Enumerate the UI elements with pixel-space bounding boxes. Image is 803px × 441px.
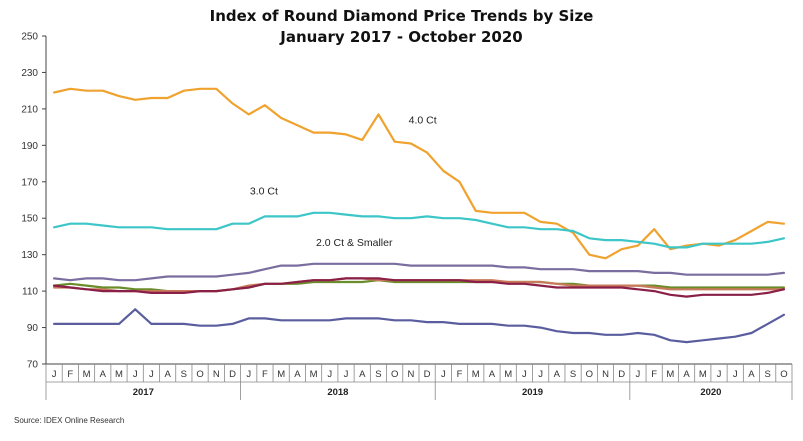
x-tick-label: F xyxy=(457,369,463,380)
year-label: 2020 xyxy=(700,387,721,398)
x-tick-label: J xyxy=(538,369,543,380)
x-tick-label: J xyxy=(52,369,57,380)
x-tick-label: J xyxy=(733,369,738,380)
x-tick-label: M xyxy=(699,369,707,380)
x-tick-label: M xyxy=(277,369,285,380)
x-tick-label: D xyxy=(618,369,625,380)
x-tick-label: M xyxy=(504,369,512,380)
x-tick-label: O xyxy=(391,369,398,380)
x-tick-label: M xyxy=(310,369,318,380)
y-tick-label: 150 xyxy=(21,214,38,225)
x-tick-label: A xyxy=(164,369,171,380)
series-line xyxy=(53,87,785,260)
series-annotation: 4.0 Ct xyxy=(409,115,437,127)
x-tick-label: A xyxy=(748,369,755,380)
y-tick-label: 250 xyxy=(21,32,38,43)
x-tick-label: J xyxy=(344,369,349,380)
y-tick-label: 210 xyxy=(21,104,38,115)
y-tick-label: 230 xyxy=(21,68,38,79)
x-tick-label: S xyxy=(765,369,771,380)
x-tick-label: A xyxy=(489,369,496,380)
x-tick-label: J xyxy=(441,369,446,380)
x-tick-label: M xyxy=(115,369,123,380)
annotations: 4.0 Ct 3.0 Ct 2.0 Ct & Smaller xyxy=(250,115,437,249)
x-tick-label: J xyxy=(717,369,722,380)
x-tick-label: A xyxy=(554,369,561,380)
x-tick-label: J xyxy=(133,369,138,380)
x-tick-label: A xyxy=(359,369,366,380)
chart-title: Index of Round Diamond Price Trends by S… xyxy=(0,6,803,48)
x-tick-label: S xyxy=(181,369,187,380)
x-tick-label: O xyxy=(780,369,787,380)
series-line xyxy=(53,308,785,344)
x-tick-label: A xyxy=(100,369,107,380)
y-tick-label: 170 xyxy=(21,177,38,188)
series-line xyxy=(53,262,785,282)
x-tick-label: F xyxy=(651,369,657,380)
x-tick-label: A xyxy=(683,369,690,380)
x-tick-label: S xyxy=(570,369,576,380)
x-tick-label: J xyxy=(149,369,154,380)
series-annotation: 2.0 Ct & Smaller xyxy=(316,237,393,249)
x-tick-label: S xyxy=(375,369,381,380)
x-tick-label: D xyxy=(424,369,431,380)
x-tick-label: F xyxy=(262,369,268,380)
series-lines xyxy=(53,87,785,344)
x-tick-label: J xyxy=(327,369,332,380)
year-label: 2019 xyxy=(522,387,543,398)
x-tick-label: N xyxy=(602,369,609,380)
year-label: 2017 xyxy=(133,387,154,398)
y-tick-label: 110 xyxy=(22,287,38,298)
source-note: Source: IDEX Online Research xyxy=(14,416,125,425)
x-tick-label: J xyxy=(636,369,641,380)
x-tick-label: F xyxy=(67,369,73,380)
series-line xyxy=(53,211,785,249)
x-tick-label: N xyxy=(213,369,220,380)
x-tick-label: M xyxy=(666,369,674,380)
x-tick-label: J xyxy=(522,369,527,380)
chart-title-line-2: January 2017 - October 2020 xyxy=(280,28,523,46)
y-tick-label: 190 xyxy=(21,141,38,152)
chart-title-line-1: Index of Round Diamond Price Trends by S… xyxy=(209,7,594,25)
x-tick-label: M xyxy=(472,369,480,380)
x-tick-label: D xyxy=(229,369,236,380)
x-tick-label: N xyxy=(407,369,414,380)
x-tick-label: O xyxy=(586,369,593,380)
y-tick-label: 90 xyxy=(27,323,39,334)
x-tick-label: A xyxy=(294,369,301,380)
series-line xyxy=(53,277,785,298)
x-tick-label: J xyxy=(246,369,251,380)
year-label: 2018 xyxy=(327,387,348,398)
series-annotation: 3.0 Ct xyxy=(250,185,278,197)
y-tick-label: 130 xyxy=(21,250,38,261)
x-tick-label: M xyxy=(83,369,91,380)
x-tick-label: O xyxy=(196,369,203,380)
y-tick-label: 70 xyxy=(27,360,39,371)
